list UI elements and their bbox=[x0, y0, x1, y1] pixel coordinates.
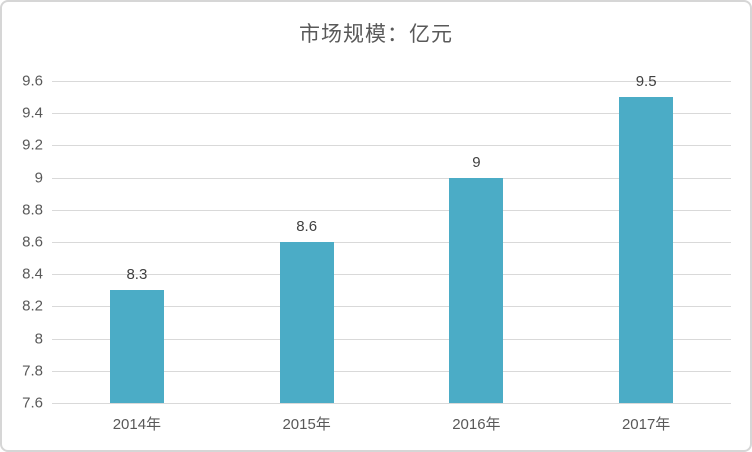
data-label: 9 bbox=[472, 153, 481, 171]
bars-layer: 8.3 2014年 8.6 2015年 9 2016年 9.5 2017年 bbox=[52, 73, 731, 433]
bar-2015年 bbox=[279, 242, 334, 403]
category-band: 9 2016年 bbox=[392, 81, 562, 433]
gridline bbox=[52, 403, 731, 404]
gridline bbox=[52, 209, 731, 211]
y-axis-tick-label: 9 bbox=[34, 169, 43, 187]
x-axis-tick-label: 2016年 bbox=[452, 416, 501, 433]
y-axis-tick-label: 8.6 bbox=[22, 233, 43, 251]
category-band: 9.5 2017年 bbox=[561, 73, 731, 433]
gridline bbox=[52, 274, 731, 276]
y-axis-tick-label: 7.8 bbox=[22, 362, 43, 380]
data-label: 8.6 bbox=[296, 218, 318, 235]
category-band: 8.3 2014年 bbox=[52, 81, 222, 433]
gridline bbox=[52, 145, 731, 147]
gridline bbox=[52, 242, 731, 243]
y-axis-tick-label: 8.4 bbox=[22, 265, 43, 283]
x-axis-tick-label: 2015年 bbox=[282, 416, 331, 433]
gridline bbox=[52, 113, 731, 115]
y-axis-tick-label: 9.2 bbox=[22, 136, 43, 154]
plot-area: 7.6 7.8 8 8.2 8.4 8.6 8.8 9 9.2 9.4 9.6 8.3 2014年 8.… bbox=[22, 73, 731, 433]
category-band: 8.6 2015年 bbox=[222, 81, 392, 433]
gridline bbox=[52, 81, 731, 82]
gridline bbox=[52, 306, 731, 308]
y-axis-tick-label: 7.6 bbox=[22, 394, 43, 412]
bar-2017年 bbox=[619, 97, 674, 403]
y-axis-tick-label: 9.4 bbox=[22, 104, 43, 122]
data-label: 8.3 bbox=[126, 266, 148, 284]
y-axis-tick-label: 9.6 bbox=[22, 72, 43, 90]
bar-2016年 bbox=[449, 177, 504, 403]
bar-2014年 bbox=[109, 290, 164, 403]
y-axis-tick-label: 8.8 bbox=[22, 201, 43, 219]
y-axis-tick-label: 8 bbox=[34, 330, 43, 348]
gridline bbox=[52, 177, 731, 179]
data-label: 9.5 bbox=[635, 73, 657, 91]
x-axis-tick-label: 2014年 bbox=[112, 416, 162, 433]
x-axis-tick-label: 2017年 bbox=[621, 416, 671, 433]
y-axis-tick-label: 8.2 bbox=[22, 297, 43, 315]
gridline bbox=[52, 338, 731, 340]
gridline bbox=[52, 370, 731, 372]
chart-title: 市场规模：亿元 bbox=[299, 23, 453, 46]
